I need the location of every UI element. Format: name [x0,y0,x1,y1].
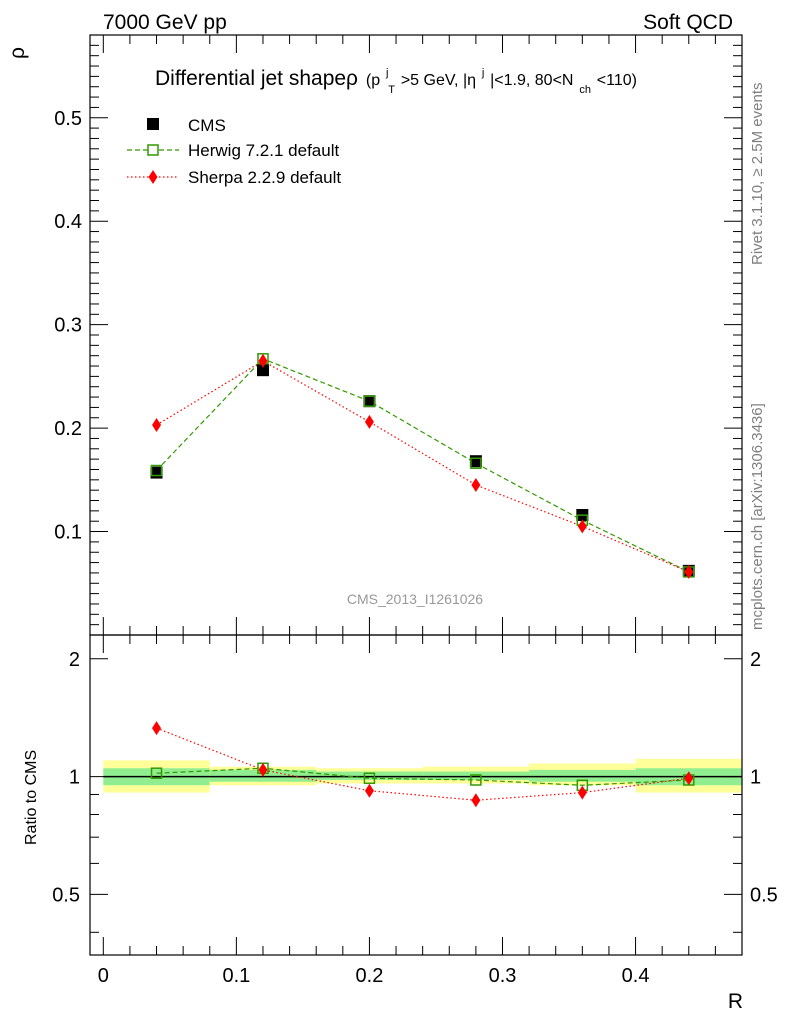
x-tick-label: 0 [98,965,109,987]
x-tick-label: 0.4 [622,965,650,987]
main-y-axis-label: ρ [6,47,29,59]
analysis-watermark: CMS_2013_I1261026 [347,591,483,607]
ratio-panel: 0.5 0.5 1 1 2 2 0 0.1 0.2 0.3 0.4 Ratio to CMS R [23,634,778,1013]
legend-label-herwig: Herwig 7.2.1 default [188,141,339,160]
main-y-tick-label: 0.3 [54,315,82,337]
ratio-y-tick-label: 1 [69,767,80,789]
main-point-sherpa [471,478,481,492]
header-right-label: Soft QCD [643,11,733,34]
main-y-tick-label: 0.5 [54,108,82,130]
ratio-series-line [156,767,689,786]
ratio-point-sherpa [258,762,268,777]
ratio-y-tick-label-right: 2 [750,649,761,671]
ratio-y-tick-label: 2 [69,649,80,671]
main-point-cms [150,466,163,479]
ratio-point-herwig [470,774,482,786]
ratio-point-sherpa [577,785,587,800]
mcplots-label: mcplots.cern.ch [arXiv:1306.3436] [749,403,766,630]
ratio-point-sherpa [471,793,481,808]
ratio-point-herwig [363,772,376,785]
x-tick-label: 0.3 [489,965,517,987]
ratio-frame [89,634,743,956]
legend-marker-herwig [147,144,159,156]
legend-marker-cms [147,118,159,130]
main-point-sherpa [684,564,694,579]
main-series-line [156,360,690,573]
main-point-cms [469,455,482,468]
ratio-point-sherpa [684,771,694,786]
ratio-band-inner [316,771,423,780]
x-tick-label: 0.1 [222,965,250,987]
ratio-y-tick-label-right: 1 [750,767,761,789]
ratio-point-sherpa [364,783,374,798]
main-point-sherpa [258,353,268,368]
legend: CMS Herwig 7.2.1 default Sherpa 2.2.9 de… [127,116,341,187]
main-point-herwig [150,464,163,477]
x-axis-label: R [728,990,743,1013]
rivet-label: Rivet 3.1.10, ≥ 2.5M events [749,83,766,266]
header-left-label: 7000 GeV pp [103,11,227,34]
legend-label-cms: CMS [188,116,226,135]
main-point-sherpa [577,519,587,534]
main-point-herwig [470,457,482,470]
ratio-point-sherpa [152,721,162,736]
main-title: Differential jet shapeρ (p j T >5 GeV, |… [155,58,637,98]
main-y-tick-label: 0.4 [54,211,82,233]
main-point-cms [256,364,269,377]
ratio-band-inner [422,771,530,780]
x-tick-label: 0.2 [356,965,384,987]
ratio-y-axis-label: Ratio to CMS [23,750,40,845]
main-series-line [156,358,690,573]
ratio-point-herwig [150,767,163,779]
legend-marker-sherpa [148,170,158,184]
ratio-y-tick-label: 0.5 [52,884,80,906]
main-point-cms [363,395,376,408]
ratio-y-tick-label-right: 0.5 [750,884,778,906]
legend-label-sherpa: Sherpa 2.2.9 default [188,168,341,187]
main-y-tick-label: 0.2 [54,418,82,440]
main-point-sherpa [152,418,162,432]
main-point-herwig [363,395,376,407]
main-point-sherpa [364,414,374,429]
main-panel: 0.1 0.2 0.3 0.4 0.5 ρ Differential jet shape… [6,34,743,636]
main-y-tick-label: 0.1 [54,522,82,544]
ratio-series-line [156,727,689,801]
